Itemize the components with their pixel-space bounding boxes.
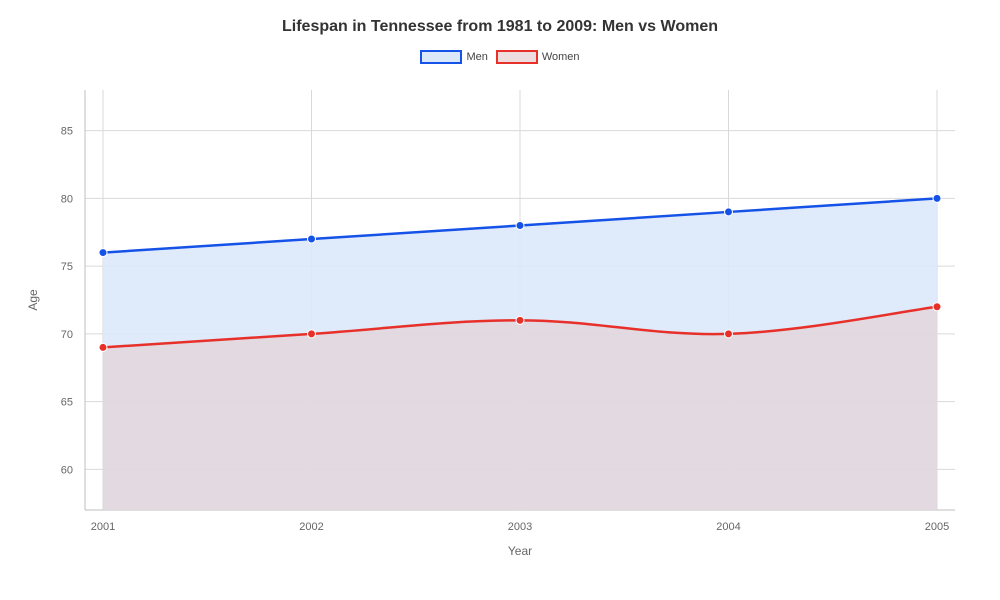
svg-text:70: 70 (61, 329, 73, 341)
marker-men (933, 194, 941, 202)
svg-text:2003: 2003 (508, 521, 532, 533)
marker-women (516, 316, 524, 324)
chart-container: Lifespan in Tennessee from 1981 to 2009:… (0, 0, 1000, 600)
svg-text:75: 75 (61, 261, 73, 273)
svg-text:2001: 2001 (91, 521, 115, 533)
marker-women (933, 303, 941, 311)
marker-women (308, 330, 316, 338)
svg-text:2004: 2004 (716, 521, 740, 533)
marker-men (99, 249, 107, 257)
marker-men (516, 221, 524, 229)
svg-text:85: 85 (61, 126, 73, 138)
legend-item-men: Men (420, 50, 487, 64)
legend-swatch-men (420, 50, 462, 64)
chart-plot: 60 65 70 75 80 85 2001 2002 2003 2004 2005 Year Age (0, 90, 1000, 600)
x-axis-label: Year (508, 544, 532, 558)
svg-text:65: 65 (61, 397, 73, 409)
marker-men (725, 208, 733, 216)
legend-label-men: Men (466, 51, 487, 63)
svg-text:2005: 2005 (925, 521, 949, 533)
svg-text:2002: 2002 (299, 521, 323, 533)
marker-men (308, 235, 316, 243)
svg-text:80: 80 (61, 193, 73, 205)
legend-item-women: Women (496, 50, 580, 64)
marker-women (99, 343, 107, 351)
legend-label-women: Women (542, 51, 580, 63)
y-axis-label: Age (26, 289, 40, 311)
svg-text:60: 60 (61, 464, 73, 476)
legend: Men Women (0, 50, 1000, 64)
marker-women (725, 330, 733, 338)
chart-title: Lifespan in Tennessee from 1981 to 2009:… (0, 0, 1000, 36)
legend-swatch-women (496, 50, 538, 64)
